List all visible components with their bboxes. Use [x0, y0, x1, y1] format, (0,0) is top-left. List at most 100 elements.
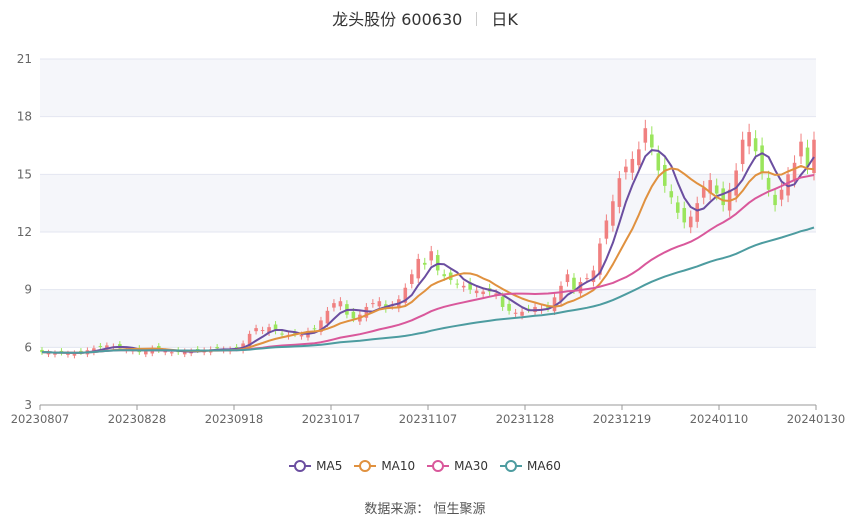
candle-body[interactable] — [559, 285, 563, 301]
candle-body[interactable] — [280, 333, 284, 335]
candle-body[interactable] — [429, 251, 434, 261]
candle-body[interactable] — [637, 149, 641, 166]
candle-body[interactable] — [611, 201, 615, 226]
candle-body[interactable] — [351, 311, 356, 319]
candle-body[interactable] — [481, 291, 485, 295]
candle-body[interactable] — [708, 180, 712, 194]
candle-body[interactable] — [72, 353, 77, 356]
candle-body[interactable] — [254, 328, 258, 332]
candle-body[interactable] — [604, 220, 609, 239]
candle-body[interactable] — [435, 255, 440, 271]
candle-body[interactable] — [422, 262, 427, 265]
candle-body[interactable] — [766, 177, 771, 190]
candle-body[interactable] — [675, 202, 680, 213]
candle-body[interactable] — [267, 327, 271, 333]
candle-body[interactable] — [585, 278, 589, 280]
candle-body[interactable] — [169, 352, 174, 354]
candle-body[interactable] — [273, 324, 278, 331]
candle-body[interactable] — [688, 216, 693, 228]
candle-body[interactable] — [591, 270, 596, 282]
candle-body[interactable] — [734, 170, 738, 196]
candle-body[interactable] — [409, 274, 414, 284]
candle-body[interactable] — [234, 346, 239, 349]
candle-body[interactable] — [46, 352, 51, 355]
x-tick-label: 20231017 — [302, 412, 361, 426]
x-tick-label: 20231128 — [496, 412, 555, 426]
candle-body[interactable] — [319, 320, 323, 332]
candle-body[interactable] — [786, 174, 790, 196]
candle-body[interactable] — [416, 258, 421, 279]
legend-item-ma10[interactable]: MA10 — [354, 459, 415, 473]
candle-body[interactable] — [799, 141, 803, 157]
candle-body[interactable] — [260, 330, 265, 332]
candle-body[interactable] — [79, 350, 83, 353]
candle-body[interactable] — [624, 166, 628, 173]
candle-body[interactable] — [247, 333, 252, 347]
candle-body[interactable] — [182, 351, 187, 355]
candle-body[interactable] — [338, 301, 343, 307]
candle-body[interactable] — [325, 310, 330, 324]
legend-marker — [427, 460, 450, 472]
candle-body[interactable] — [805, 147, 810, 167]
candle-body[interactable] — [650, 134, 654, 148]
candle-body[interactable] — [332, 303, 336, 308]
candle-body[interactable] — [377, 301, 382, 307]
candle-body[interactable] — [552, 297, 557, 312]
candle-body[interactable] — [812, 139, 816, 174]
candle-body[interactable] — [461, 285, 466, 288]
candle-body[interactable] — [474, 290, 479, 294]
candle-body[interactable] — [656, 153, 661, 171]
candle-body[interactable] — [494, 293, 498, 295]
candle-body[interactable] — [455, 283, 459, 285]
candle-body[interactable] — [747, 132, 751, 147]
candle-body[interactable] — [105, 345, 109, 349]
y-tick-label: 9 — [24, 283, 32, 297]
candle-body[interactable] — [572, 277, 576, 290]
candle-body[interactable] — [507, 303, 511, 311]
legend-marker — [289, 460, 312, 472]
candle-body[interactable] — [40, 349, 44, 353]
candle-body[interactable] — [630, 158, 635, 173]
candle-body[interactable] — [371, 303, 375, 305]
candle-body[interactable] — [773, 194, 777, 206]
x-tick-label: 20231219 — [593, 412, 652, 426]
ma-line-ma60[interactable] — [41, 226, 815, 354]
candle-body[interactable] — [144, 351, 148, 355]
candle-body[interactable] — [98, 345, 103, 347]
candle-body[interactable] — [598, 243, 602, 275]
candle-body[interactable] — [669, 191, 674, 198]
candle-body[interactable] — [792, 162, 797, 181]
candle-body[interactable] — [312, 328, 317, 330]
candle-body[interactable] — [663, 164, 667, 186]
candle-body[interactable] — [760, 145, 764, 173]
candle-body[interactable] — [364, 306, 369, 318]
candle-body[interactable] — [701, 187, 706, 198]
candle-body[interactable] — [682, 207, 687, 223]
candle-body[interactable] — [578, 281, 583, 294]
legend-item-ma5[interactable]: MA5 — [289, 459, 342, 473]
x-tick-label: 20230918 — [205, 412, 264, 426]
candle-body[interactable] — [643, 128, 648, 143]
candle-body[interactable] — [565, 274, 570, 283]
candle-body[interactable] — [403, 287, 408, 303]
candle-body[interactable] — [520, 311, 524, 316]
candle-body[interactable] — [215, 346, 219, 349]
candle-body[interactable] — [66, 353, 70, 355]
candle-body[interactable] — [740, 139, 745, 165]
candle-body[interactable] — [721, 188, 725, 206]
candle-body[interactable] — [53, 353, 57, 355]
candle-body[interactable] — [513, 312, 518, 314]
candle-body[interactable] — [617, 178, 622, 207]
period-label[interactable]: 日K — [491, 10, 518, 29]
legend-item-ma60[interactable]: MA60 — [500, 459, 561, 473]
candle-body[interactable] — [753, 138, 758, 152]
candle-body[interactable] — [163, 351, 168, 353]
legend-item-ma30[interactable]: MA30 — [427, 459, 488, 473]
candle-body[interactable] — [299, 334, 304, 337]
candle-body[interactable] — [695, 203, 700, 222]
candle-body[interactable] — [468, 282, 472, 290]
candle-body[interactable] — [779, 189, 784, 200]
candle-body[interactable] — [500, 296, 505, 307]
candle-body[interactable] — [442, 274, 447, 277]
candle-body[interactable] — [714, 185, 719, 194]
